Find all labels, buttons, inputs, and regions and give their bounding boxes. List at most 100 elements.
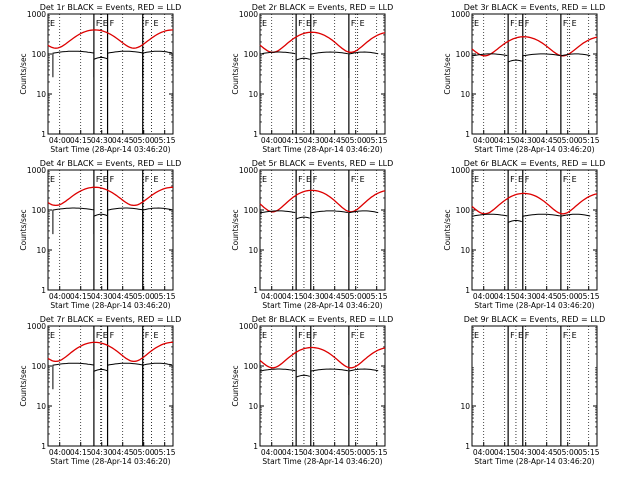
x-tick-label: 04:15	[70, 136, 92, 145]
lld-series-line	[471, 192, 598, 215]
marker-label: E	[518, 19, 523, 28]
x-tick-label: 04:00	[49, 136, 71, 145]
marker-label: F	[298, 175, 303, 184]
panel-title: Det 2r BLACK = Events, RED = LLD	[252, 3, 394, 12]
events-series-segment	[507, 59, 522, 80]
x-tick-label: 04:15	[282, 448, 304, 457]
events-series-segment	[310, 368, 348, 396]
x-tick-label: 04:15	[282, 136, 304, 145]
detector-panel-4: Det 4r BLACK = Events, RED = LLD 1 10 100 10…	[19, 159, 181, 310]
marker-label: E	[360, 19, 365, 28]
plot-frame	[471, 13, 598, 135]
events-series-segment	[471, 213, 508, 241]
y-tick-label: 1	[41, 442, 46, 451]
y-tick-label: 100	[456, 50, 471, 59]
x-tick-label: 04:15	[494, 136, 516, 145]
y-tick-label: 100	[32, 206, 47, 215]
x-tick-label: 04:30	[91, 292, 113, 301]
x-axis-label: Start Time (28-Apr-14 03:46:20)	[474, 145, 594, 154]
x-tick-label: 05:15	[366, 448, 388, 457]
y-axis-label: Counts/sec	[443, 53, 452, 94]
marker-label: E	[474, 331, 479, 340]
marker-label: F	[96, 175, 101, 184]
events-series-segment	[142, 207, 173, 235]
marker-label: F	[96, 19, 101, 28]
y-tick-label: 1000	[27, 166, 46, 175]
marker-label: E	[154, 19, 159, 28]
x-tick-label: 04:30	[303, 448, 325, 457]
marker-label: F	[525, 19, 530, 28]
marker-label: E	[572, 19, 577, 28]
events-series-segment	[560, 213, 591, 241]
y-tick-label: 1	[253, 130, 258, 139]
events-series-segment	[259, 210, 296, 237]
panel-title: Det 5r BLACK = Events, RED = LLD	[252, 159, 394, 168]
x-axis-label: Start Time (28-Apr-14 03:46:20)	[50, 457, 170, 466]
marker-label: F	[351, 19, 356, 28]
x-axis-label: Start Time (28-Apr-14 03:46:20)	[50, 145, 170, 154]
events-series-segment	[310, 210, 348, 237]
marker-label: E	[474, 175, 479, 184]
y-tick-label: 1	[253, 442, 258, 451]
x-tick-label: 04:00	[261, 136, 283, 145]
x-tick-label: 04:45	[536, 448, 558, 457]
x-tick-label: 04:00	[49, 448, 71, 457]
marker-label: F	[510, 175, 515, 184]
y-tick-label: 1000	[239, 10, 258, 19]
x-axis-label: Start Time (28-Apr-14 03:46:20)	[262, 301, 382, 310]
marker-label: E	[518, 331, 523, 340]
marker-label: E	[262, 19, 267, 28]
x-tick-label: 05:15	[154, 136, 176, 145]
lld-series-line	[259, 346, 386, 369]
x-tick-label: 05:00	[133, 292, 155, 301]
detector-panel-8: Det 8r BLACK = Events, RED = LLD 1 10 100 10…	[231, 315, 393, 466]
events-series-segment	[295, 57, 310, 79]
events-series-segment	[93, 368, 108, 390]
x-tick-label: 05:15	[154, 448, 176, 457]
y-tick-label: 1000	[27, 322, 46, 331]
marker-label: E	[154, 175, 159, 184]
x-tick-label: 04:45	[324, 136, 346, 145]
detector-panel-7: Det 7r BLACK = Events, RED = LLD 1 10 100 10…	[19, 315, 181, 466]
x-tick-label: 04:15	[494, 292, 516, 301]
events-series-segment	[142, 362, 173, 390]
y-axis-label: Counts/sec	[443, 209, 452, 250]
panel-title: Det 9r BLACK = Events, RED = LLD	[464, 315, 606, 324]
x-tick-label: 04:15	[282, 292, 304, 301]
y-tick-label: 100	[456, 206, 471, 215]
x-axis-label: Start Time (28-Apr-14 03:46:20)	[50, 301, 170, 310]
y-tick-label: 10	[36, 90, 46, 99]
marker-label: E	[262, 331, 267, 340]
marker-label: E	[50, 331, 55, 340]
marker-label: F	[298, 19, 303, 28]
y-tick-label: 100	[244, 206, 259, 215]
lld-series-line	[47, 29, 174, 49]
events-series-segment	[259, 51, 296, 79]
y-axis-label: Counts/sec	[19, 53, 28, 94]
y-axis-label: Counts/sec	[231, 53, 240, 94]
x-tick-label: 04:30	[515, 292, 537, 301]
x-tick-label: 04:45	[536, 292, 558, 301]
events-series-segment	[107, 207, 143, 235]
marker-label: F	[563, 331, 568, 340]
marker-label: E	[103, 19, 108, 28]
lld-series-line	[471, 36, 598, 57]
y-tick-label: 1000	[451, 166, 470, 175]
marker-label: F	[313, 175, 318, 184]
panel-title: Det 7r BLACK = Events, RED = LLD	[40, 315, 182, 324]
y-tick-label: 1	[253, 286, 258, 295]
marker-label: E	[50, 175, 55, 184]
y-tick-label: 1000	[239, 322, 258, 331]
y-tick-label: 10	[36, 402, 46, 411]
y-tick-label: 100	[244, 362, 259, 371]
events-series-segment	[522, 213, 560, 241]
x-tick-label: 05:00	[557, 448, 579, 457]
x-tick-label: 05:00	[133, 136, 155, 145]
x-tick-label: 04:00	[49, 292, 71, 301]
x-tick-label: 05:15	[578, 136, 600, 145]
plot-frame	[471, 325, 598, 447]
marker-label: F	[96, 331, 101, 340]
y-tick-label: 1	[41, 286, 46, 295]
lld-series-line	[47, 341, 173, 363]
marker-label: E	[262, 175, 267, 184]
